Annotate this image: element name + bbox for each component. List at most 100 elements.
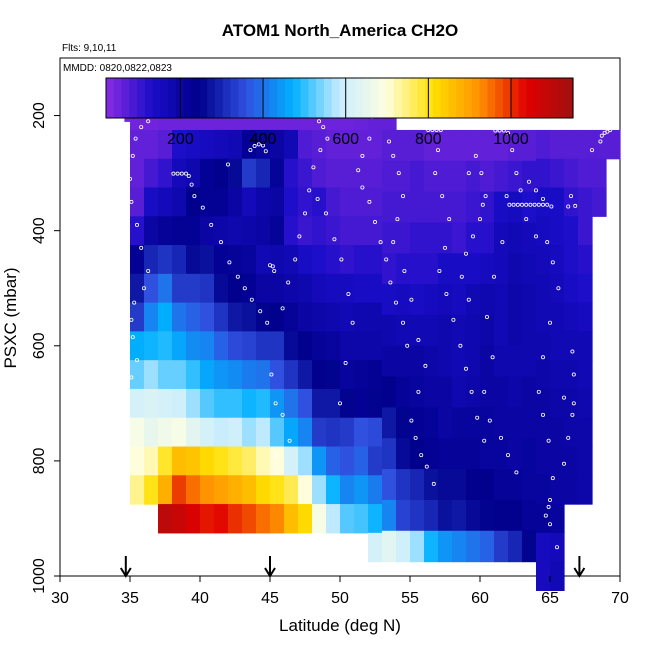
heatmap-cell [466, 530, 481, 563]
sample-point [132, 300, 137, 305]
heatmap-cell [466, 191, 481, 224]
sample-point [431, 481, 436, 486]
heatmap-cell [130, 417, 145, 448]
heatmap-cell [508, 160, 523, 193]
sample-point [130, 153, 135, 158]
heatmap-cell [158, 302, 173, 332]
sample-point [555, 545, 560, 550]
colorbar-segment [464, 78, 473, 118]
x-axis-label: Latitude (deg N) [279, 616, 401, 635]
x-tick-label: 60 [471, 590, 489, 607]
heatmap-cell [284, 417, 299, 448]
sample-point [423, 363, 428, 368]
heatmap-cell [564, 187, 579, 217]
colorbar-segment [425, 78, 434, 118]
heatmap-cell [312, 475, 327, 505]
sample-point [440, 194, 445, 199]
heatmap-cell [200, 245, 215, 275]
sample-point [548, 498, 553, 503]
heatmap-cell [172, 446, 187, 476]
sample-point [360, 185, 365, 190]
colorbar-segment [269, 78, 278, 118]
sample-point [413, 435, 418, 440]
heatmap-cell [270, 302, 285, 332]
heatmap-cell [494, 314, 509, 347]
sample-point [430, 127, 435, 132]
heatmap-cell [550, 417, 565, 448]
sample-point [480, 202, 485, 207]
colorbar-segment [448, 78, 457, 118]
heatmap-cell [242, 302, 257, 332]
sample-point [566, 435, 571, 440]
heatmap-cell [326, 417, 341, 448]
heatmap-cell [298, 417, 313, 448]
heatmap-cell [368, 187, 383, 217]
heatmap-cell [284, 158, 299, 189]
heatmap-cell [424, 284, 439, 316]
heatmap-cell [536, 187, 551, 217]
heatmap-cell [242, 129, 257, 160]
heatmap-cell [354, 475, 369, 505]
sample-point [527, 179, 532, 184]
heatmap-cell [438, 191, 453, 224]
heatmap-cell [326, 475, 341, 505]
heatmap-cell [452, 129, 467, 162]
heatmap-cell [522, 530, 537, 563]
sample-point [386, 139, 391, 144]
sample-point [438, 127, 443, 132]
heatmap-cell [480, 438, 495, 470]
heatmap-cell [522, 469, 537, 501]
sample-point [482, 438, 487, 443]
sample-point [473, 153, 478, 158]
sample-point [391, 240, 396, 245]
sample-point [139, 125, 144, 130]
heatmap-cell [144, 388, 159, 419]
heatmap-cell [158, 245, 173, 275]
heatmap-cell [396, 376, 411, 409]
sample-point [549, 204, 554, 209]
heatmap-cell [578, 360, 593, 390]
heatmap-cell [284, 216, 299, 246]
sample-point [269, 372, 274, 377]
heatmap-cell [396, 191, 411, 224]
heatmap-cell [536, 302, 551, 332]
heatmap-cell [144, 360, 159, 390]
sample-point [378, 240, 383, 245]
heatmap-cell [466, 469, 481, 501]
heatmap-cell [368, 273, 383, 304]
sample-point [260, 143, 265, 148]
sample-point [218, 240, 223, 245]
sample-point [546, 438, 551, 443]
heatmap-cell [536, 475, 551, 505]
sample-point [367, 136, 372, 141]
heatmap-cell [298, 446, 313, 476]
heatmap-cell [270, 158, 285, 189]
heatmap-cell [186, 360, 201, 390]
sample-point [437, 268, 442, 273]
heatmap-cell [256, 504, 271, 534]
sample-point [400, 320, 405, 325]
heatmap-cell [256, 475, 271, 505]
sample-point [395, 217, 400, 222]
heatmap-cell [298, 302, 313, 332]
heatmap-cell [242, 360, 257, 390]
heatmap-cell [298, 331, 313, 361]
heatmap-cell [550, 504, 565, 534]
heatmap-cell [158, 129, 173, 160]
heatmap-cell [480, 499, 495, 532]
heatmap-cell [410, 129, 425, 162]
sample-point [325, 136, 330, 141]
sample-point [235, 274, 240, 279]
heatmap-cell [284, 475, 299, 505]
colorbar-segment [113, 78, 123, 118]
heatmap-cell [214, 187, 229, 217]
sample-point [286, 280, 291, 285]
colorbar-segment [526, 78, 535, 118]
colorbar-segment [183, 78, 193, 118]
heatmap-cell [452, 160, 467, 193]
heatmap-cell [410, 438, 425, 470]
sample-points-layer [123, 102, 613, 550]
heatmap-cell [536, 388, 551, 419]
colorbar-segment [370, 78, 380, 118]
heatmap-cell [438, 314, 453, 347]
